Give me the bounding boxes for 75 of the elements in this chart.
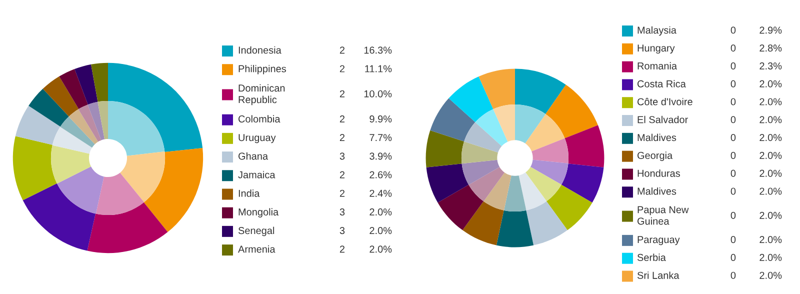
legend-label: Colombia — [238, 115, 280, 123]
text: 0 — [730, 98, 736, 106]
data-label: 2.0% — [760, 116, 782, 124]
legend-label: Uruguay — [238, 134, 276, 144]
data-label: 2.0% — [760, 98, 782, 106]
data-label: 9.9% — [370, 115, 392, 123]
data-label: 2.0% — [760, 152, 782, 159]
text: 3 — [340, 227, 345, 234]
data-label: 7.7% — [370, 134, 392, 142]
text: 3 — [340, 208, 345, 216]
legend-label: Indonesia — [238, 46, 282, 54]
legend-label: Dominican Republic — [238, 84, 285, 106]
text: 0 — [730, 254, 736, 262]
data-label: 2.0% — [760, 80, 782, 88]
legend-label: Paraguay — [638, 236, 680, 246]
data-label: 2.0% — [760, 212, 782, 219]
data-label: 2.0% — [370, 208, 392, 216]
text: 0 — [730, 116, 736, 124]
text: 0 — [730, 62, 736, 70]
legend-label: Honduras — [638, 170, 680, 177]
text: 2 — [340, 65, 344, 72]
data-label: 16.3% — [364, 46, 392, 54]
data-label: 2.0% — [370, 246, 392, 253]
text: 2 — [340, 90, 344, 98]
legend-label: Mongolia — [238, 208, 279, 218]
legend-label: Hungary — [638, 44, 675, 54]
data-label: 2.3% — [760, 62, 782, 70]
legend-label: Costa Rica — [638, 80, 686, 88]
legend-label: Romania — [638, 62, 678, 70]
data-label: 2.0% — [760, 254, 782, 262]
data-label: 2.0% — [760, 236, 782, 244]
legend-label: Sri Lanka — [637, 272, 680, 279]
text: 0 — [730, 134, 736, 142]
text: 0 — [730, 212, 736, 219]
legend-label: Philippines — [238, 64, 286, 74]
legend-label: El Salvador — [638, 116, 688, 124]
text: 0 — [730, 152, 736, 159]
text: 2 — [340, 134, 344, 142]
data-label: 2.6% — [370, 171, 392, 178]
text: 0 — [730, 170, 736, 177]
data-label: 2.9% — [760, 26, 782, 34]
data-label: 2.0% — [760, 170, 782, 177]
data-label: 2.4% — [370, 190, 392, 197]
legend-label: Malaysia — [638, 26, 676, 36]
data-label: 2.0% — [760, 134, 782, 142]
text: 0 — [730, 236, 736, 244]
legend-label: Maldives — [638, 134, 676, 142]
legend-label: Senegal — [238, 226, 274, 236]
data-label: 2.8% — [760, 44, 782, 52]
legend-label: Maldives — [638, 187, 676, 195]
legend-label: Georgia — [638, 152, 673, 161]
data-label: 2.0% — [760, 272, 782, 279]
text: 0 — [730, 80, 736, 88]
data-label: 2.0% — [370, 227, 392, 234]
text: 0 — [730, 272, 736, 279]
data-label: 3.9% — [370, 152, 392, 160]
text: 2 — [340, 171, 344, 178]
text: 2 — [340, 115, 344, 122]
data-label: 2.0% — [760, 188, 782, 195]
text: 2 — [340, 190, 344, 197]
data-label: 11.1% — [365, 65, 392, 72]
legend-label: India — [238, 190, 260, 197]
text: 3 — [340, 152, 345, 160]
text: 0 — [730, 44, 736, 52]
text: 2 — [340, 46, 344, 54]
legend-label: Papua New Guinea — [638, 206, 689, 225]
legend-label: Ghana — [238, 152, 268, 160]
legend-label: Serbia — [637, 254, 666, 262]
data-label: 10.0% — [364, 90, 392, 98]
text: 0 — [730, 188, 736, 195]
legend-label: Armenia — [238, 245, 276, 253]
text: 2 — [340, 246, 344, 253]
legend-label: Jamaica — [238, 170, 276, 178]
legend-label: Côte d'Ivoire — [638, 98, 692, 106]
text: 0 — [730, 26, 736, 34]
